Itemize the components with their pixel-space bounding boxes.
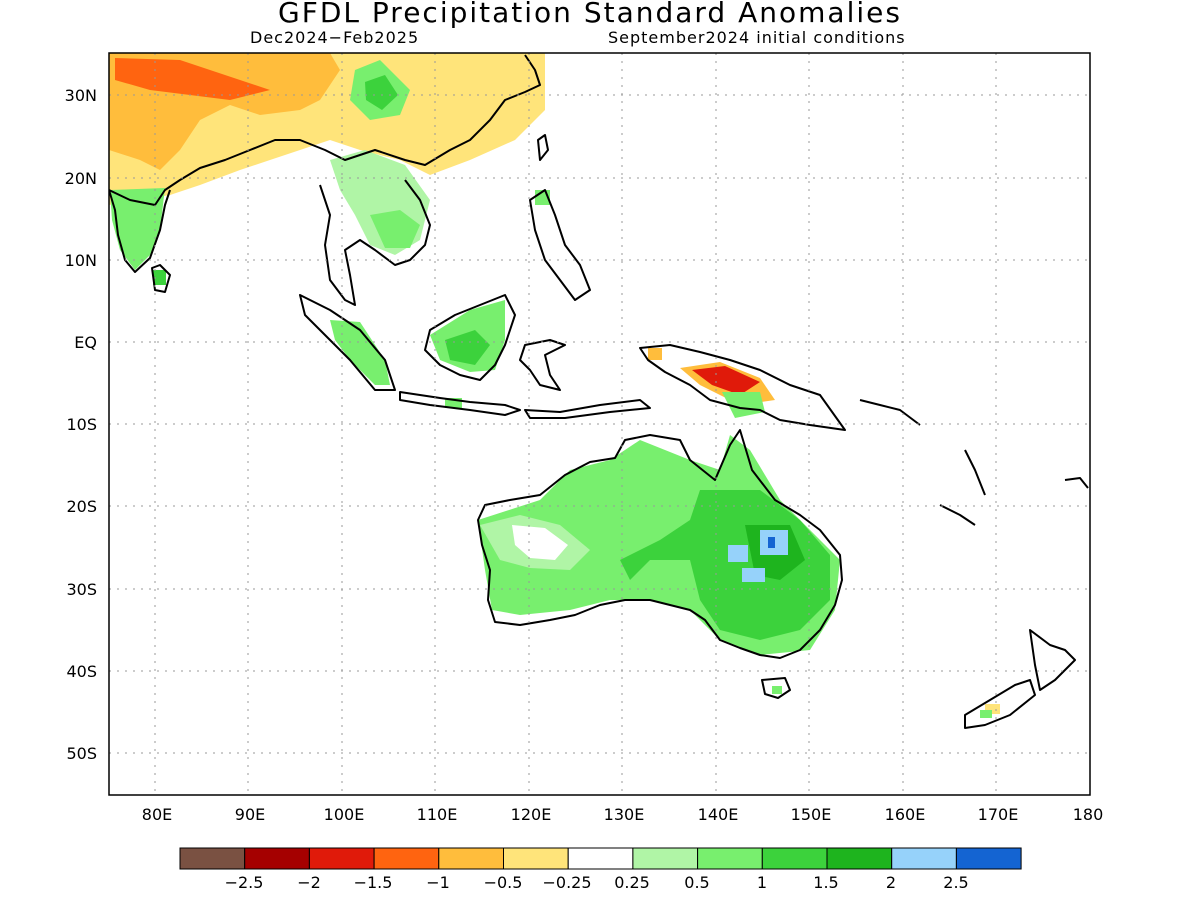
colorbar-label: 2.5 [943, 873, 968, 892]
lat-label: EQ [74, 333, 97, 352]
forecast-period: Dec2024−Feb2025 [250, 28, 420, 47]
lon-label: 120E [511, 805, 552, 824]
china-wet-core [365, 75, 398, 110]
java [399, 391, 521, 416]
tasmania-wet [772, 686, 782, 694]
solomon-islands [859, 399, 921, 426]
lon-label: 160E [885, 805, 926, 824]
indochina-wet-core [370, 210, 420, 248]
new-guinea-wet [722, 392, 765, 418]
india-coast [109, 189, 171, 273]
colorbar-swatch [567, 847, 634, 870]
australia-extreme-wet [768, 537, 775, 548]
colorbar-swatch [826, 847, 893, 870]
lon-label: 130E [604, 805, 645, 824]
colorbar-swatch [632, 847, 699, 870]
philippines [529, 189, 591, 301]
srilanka-wet [153, 270, 166, 285]
initial-conditions: September2024 initial conditions [608, 28, 906, 47]
lon-label: 140E [698, 805, 739, 824]
new-zealand-north [1029, 629, 1076, 691]
map-title: GFDL Precipitation Standard Anomalies [278, 0, 902, 29]
sumatra-wet [330, 320, 390, 385]
sumatra [299, 294, 396, 391]
lon-label: 110E [417, 805, 458, 824]
colorbar-swatch [761, 847, 828, 870]
lat-label: 20N [65, 169, 97, 188]
colorbar: −2.5 −2 −1.5 −1 −0.5 −0.25 0.25 0.5 1 1.… [179, 847, 1022, 892]
sulawesi [519, 339, 566, 391]
new-guinea [639, 344, 846, 431]
new-guinea-dry-core [692, 366, 760, 395]
lat-label: 10S [66, 415, 97, 434]
colorbar-labels: −2.5 −2 −1.5 −1 −0.5 −0.25 0.25 0.5 1 1.… [225, 873, 969, 892]
colorbar-swatch [503, 847, 569, 870]
new-guinea-dry-edge [648, 348, 662, 360]
map-frame [108, 52, 1091, 796]
new-zealand-wet [980, 710, 992, 718]
longitude-labels: 80E 90E 100E 110E 120E 130E 140E 150E 16… [142, 805, 1104, 824]
colorbar-swatches [179, 847, 1022, 870]
lon-label: 150E [791, 805, 832, 824]
colorbar-label: −1.5 [354, 873, 393, 892]
colorbar-swatch [244, 847, 310, 870]
colorbar-swatch [955, 847, 1022, 870]
colorbar-label: 1.5 [813, 873, 838, 892]
lon-label: 80E [142, 805, 172, 824]
india-wet [110, 188, 165, 270]
colorbar-swatch [373, 847, 440, 870]
vanuatu [964, 449, 986, 496]
australia-neutral [512, 525, 568, 560]
colorbar-label: 0.5 [684, 873, 709, 892]
asia-coast [109, 54, 541, 206]
colorbar-label: −2 [297, 873, 321, 892]
colorbar-swatch [438, 847, 504, 870]
lat-label: 20S [66, 497, 97, 516]
fiji [1064, 477, 1089, 489]
colorbar-label: −1 [426, 873, 450, 892]
gridlines [109, 53, 1090, 795]
lon-label: 100E [324, 805, 365, 824]
lat-label: 30N [65, 86, 97, 105]
lat-label: 50S [66, 744, 97, 763]
new-zealand-south [964, 679, 1036, 729]
indochina-coast [319, 179, 431, 306]
lesser-sunda [524, 399, 651, 419]
colorbar-swatch [697, 847, 763, 870]
lat-label: 40S [66, 662, 97, 681]
taiwan [537, 134, 549, 161]
borneo-wet-core [445, 330, 490, 365]
lon-label: 90E [235, 805, 265, 824]
colorbar-label: −2.5 [225, 873, 264, 892]
lon-label: 170E [978, 805, 1019, 824]
tasmania [761, 677, 791, 699]
australia-very-wet-a [728, 545, 748, 562]
lon-label: 180 [1073, 805, 1104, 824]
colorbar-label: 0.25 [614, 873, 650, 892]
new-caledonia [939, 504, 976, 526]
himalaya-dry [115, 58, 270, 100]
latitude-labels: 30N 20N 10N EQ 10S 20S 30S 40S 50S [65, 86, 97, 763]
colorbar-swatch [179, 847, 246, 870]
anomaly-shading [109, 53, 1000, 718]
lat-label: 10N [65, 251, 97, 270]
colorbar-swatch [891, 847, 957, 870]
colorbar-swatch [308, 847, 375, 870]
australia-very-wet-c [742, 568, 765, 582]
borneo [424, 294, 516, 381]
lat-label: 30S [66, 580, 97, 599]
colorbar-label: −0.5 [484, 873, 523, 892]
colorbar-label: −0.25 [542, 873, 591, 892]
colorbar-label: 1 [757, 873, 767, 892]
colorbar-label: 2 [886, 873, 896, 892]
